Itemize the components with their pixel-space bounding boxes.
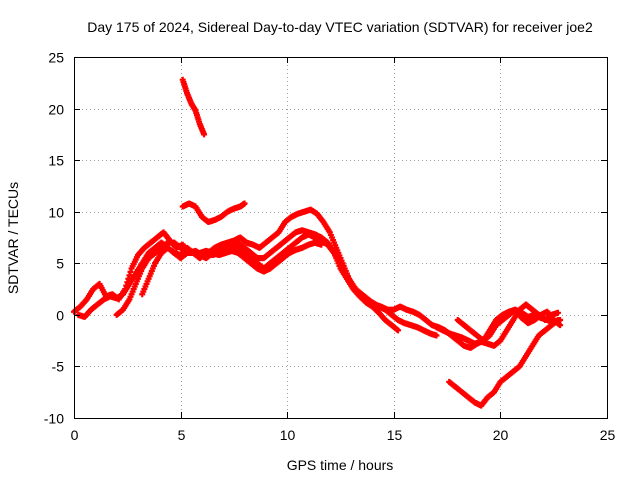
data-point xyxy=(241,200,248,207)
x-tick-label: 25 xyxy=(600,427,616,443)
x-tick-label: 5 xyxy=(178,427,186,443)
plot-frame xyxy=(74,57,608,419)
x-axis-label: GPS time / hours xyxy=(287,457,394,473)
y-tick-label: -5 xyxy=(52,359,65,375)
data-point xyxy=(554,309,561,316)
y-tick-label: 0 xyxy=(56,308,64,324)
data-point xyxy=(557,322,564,329)
data-point xyxy=(554,317,561,324)
x-tick-label: 20 xyxy=(493,427,509,443)
series-track-a xyxy=(71,206,564,351)
y-tick-label: 15 xyxy=(48,153,64,169)
series-track-j xyxy=(446,317,561,409)
data-point xyxy=(433,332,440,339)
chart-title: Day 175 of 2024, Sidereal Day-to-day VTE… xyxy=(87,19,593,35)
x-tick-label: 0 xyxy=(71,427,79,443)
x-tick-label: 15 xyxy=(387,427,403,443)
series-track-g xyxy=(454,306,564,344)
series-track-h xyxy=(179,76,208,138)
x-tick-label: 10 xyxy=(280,427,296,443)
y-tick-label: 5 xyxy=(56,256,64,272)
y-tick-label: 10 xyxy=(48,205,64,221)
axis-ticks: 0 5 10 15 20 25 -10 -5 0 5 10 15 20 25 xyxy=(44,50,616,444)
y-tick-label: -10 xyxy=(44,411,64,427)
data-points xyxy=(71,76,564,409)
data-point xyxy=(318,241,325,248)
series-track-e xyxy=(247,239,325,275)
y-tick-label: 25 xyxy=(48,50,64,66)
series-track-i xyxy=(179,200,248,226)
data-point xyxy=(201,131,208,138)
data-point xyxy=(395,327,402,334)
y-axis-label: SDTVAR / TECUs xyxy=(5,182,21,294)
y-tick-label: 20 xyxy=(48,102,64,118)
